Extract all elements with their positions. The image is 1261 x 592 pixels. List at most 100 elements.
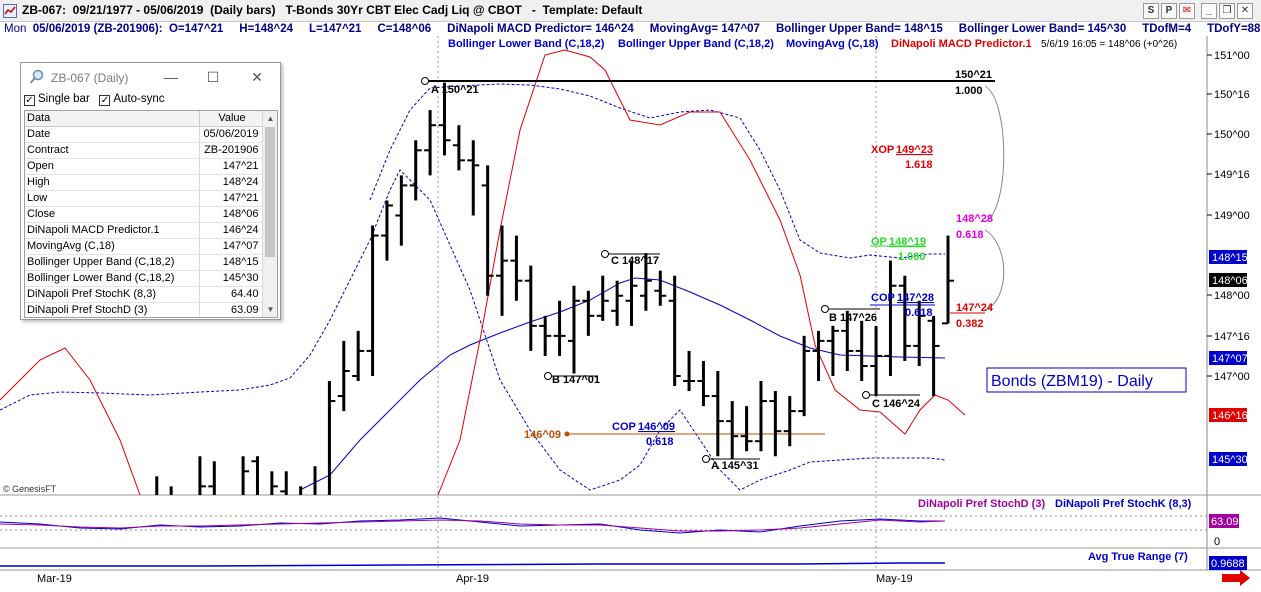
label-a1: A 150^21: [431, 84, 479, 96]
row-value: 145^30: [199, 270, 264, 287]
ohlc-bar: [639, 253, 652, 311]
magnifier-icon: [29, 69, 44, 84]
restore-button[interactable]: ❐: [1219, 3, 1235, 19]
atr-line: [0, 562, 945, 567]
table-row: DiNapoli Pref StochD (3) 63.09: [25, 302, 264, 317]
pivot-c2: [862, 391, 870, 399]
scroll-right-arrow-icon[interactable]: [1222, 570, 1250, 586]
scroll-thumb[interactable]: [265, 127, 275, 257]
time-label-may: May-19: [876, 573, 913, 585]
ohlc-bar: [524, 265, 537, 351]
data-window-scrollbar[interactable]: ▲ ▼: [262, 111, 277, 317]
ohlc-bar: [683, 350, 696, 392]
ohlc-bar: [510, 235, 523, 301]
label-cop1-ratio: 0.618: [646, 436, 674, 448]
row-label: Open: [25, 158, 200, 175]
label-op: OP: [871, 236, 887, 248]
row-value: 64.40: [199, 286, 264, 303]
auto-sync-checkbox[interactable]: ✓: [99, 95, 111, 106]
ohlc-bar: [740, 406, 753, 452]
row-label: DiNapoli Pref StochK (8,3): [25, 286, 200, 303]
flag-bbu-label: 148^15: [1212, 252, 1248, 264]
ohlc-bar: [754, 381, 767, 452]
data-window-close[interactable]: ✕: [251, 69, 263, 85]
price-chart[interactable]: Bollinger Lower Band (C,18,2) Bollinger …: [0, 36, 1261, 592]
ohlc-bar: [927, 315, 940, 397]
label-150-21: 150^21: [955, 69, 992, 81]
ohlc-bar: [711, 370, 724, 457]
single-bar-checkbox[interactable]: ✓: [24, 95, 35, 106]
col-header-data[interactable]: Data: [25, 111, 200, 127]
info-open: O=147^21: [168, 23, 224, 35]
label-b1: B 147^01: [552, 374, 600, 386]
data-window[interactable]: ZB-067 (Daily) — ☐ ✕ ✓ Single bar ✓ Auto-s…: [20, 62, 281, 320]
ohlc-bar: [438, 82, 451, 156]
data-window-maximize[interactable]: ☐: [206, 69, 220, 85]
row-value: 148^15: [199, 254, 264, 271]
bollinger-lower-line: [0, 169, 946, 491]
stoch-d-line: [0, 519, 946, 532]
orange-objective-dot: [564, 431, 570, 437]
row-label: Date: [25, 126, 200, 143]
pivot-b1: [544, 372, 552, 380]
s-button[interactable]: S: [1143, 3, 1159, 19]
price-tick-150: 150^00: [1214, 129, 1250, 141]
label-cop1: COP: [612, 421, 636, 433]
info-mavg: MovingAvg= 147^07: [649, 23, 760, 35]
price-tick-149-16: 149^16: [1214, 169, 1250, 181]
label-xop-price: 149^23: [896, 144, 933, 156]
label-box: [986, 367, 1187, 393]
ohlc-bar: [198, 456, 206, 495]
email-icon[interactable]: ✉: [1179, 3, 1195, 19]
pivot-c1: [601, 250, 609, 258]
label-red-price: 147^24: [956, 302, 994, 314]
pivot-a1: [421, 77, 429, 85]
row-value: 63.09: [199, 302, 264, 317]
ohlc-bar: [395, 175, 408, 246]
scroll-up-icon[interactable]: ▲: [266, 114, 275, 123]
ohlc-bar: [553, 300, 566, 356]
row-label: Close: [25, 206, 200, 223]
ohlc-bar: [280, 471, 288, 495]
close-button[interactable]: ✕: [1237, 3, 1253, 19]
table-row: DiNapoli Pref StochK (8,3) 64.40: [25, 286, 264, 303]
ohlc-bar: [855, 320, 868, 382]
macd-predictor-line: [0, 347, 141, 496]
price-tick-147-16: 147^16: [1214, 331, 1250, 343]
label-fib-1000: 1.000: [955, 85, 983, 97]
stoch-value-flag: [1209, 514, 1239, 528]
pivot-a2: [702, 455, 710, 463]
data-window-options: ✓ Single bar ✓ Auto-sync: [24, 93, 274, 109]
scroll-down-icon[interactable]: ▼: [266, 305, 275, 314]
info-bar: Mon 05/06/2019 (ZB-201906): O=147^21 H=14…: [0, 22, 1261, 36]
fib-bracket: [984, 85, 1005, 311]
table-row: Bollinger Lower Band (C,18,2) 145^30: [25, 270, 264, 287]
ohlc-bar: [884, 260, 897, 376]
ohlc-bar: [841, 310, 854, 371]
col-header-value[interactable]: Value: [199, 111, 264, 127]
data-window-titlebar[interactable]: ZB-067 (Daily) — ☐ ✕: [21, 63, 280, 91]
ohlc-bar: [812, 330, 825, 382]
info-low: L=147^21: [309, 23, 362, 35]
p-button[interactable]: P: [1161, 3, 1177, 19]
atr-value-flag: [1209, 556, 1247, 570]
legend-bb-upper: Bollinger Upper Band (C,18,2): [618, 38, 774, 50]
label-op-ratio: 1.000: [898, 251, 926, 263]
ohlc-bar: [942, 235, 954, 325]
ohlc-bar: [380, 200, 393, 261]
ohlc-bar: [654, 270, 667, 306]
minimize-button[interactable]: _: [1201, 3, 1217, 19]
ohlc-bar: [798, 335, 811, 417]
data-window-minimize[interactable]: —: [164, 69, 178, 85]
row-value: ZB-201906: [199, 142, 264, 159]
ohlc-bar: [726, 401, 739, 459]
macd-predictor-line-2: [437, 49, 966, 496]
ohlc-bar: [769, 391, 782, 457]
ohlc-bar: [251, 456, 259, 495]
ohlc-bar: [697, 360, 710, 407]
ohlc-bar: [327, 381, 336, 495]
ohlc-bar: [539, 315, 552, 356]
label-box-text: Bonds (ZBM19) - Daily: [991, 373, 1153, 390]
label-op-price: 148^19: [889, 236, 926, 248]
window-title: ZB-067: 09/21/1977 - 05/06/2019 (Daily b…: [22, 3, 643, 17]
